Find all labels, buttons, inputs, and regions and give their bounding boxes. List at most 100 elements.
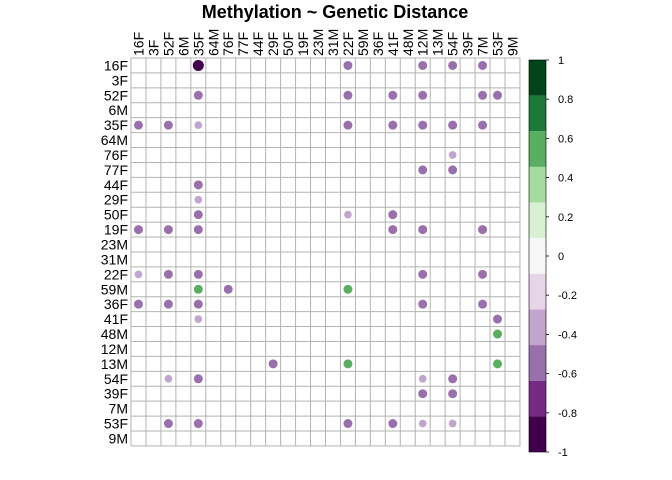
colorbar-tick-label: -0.4 xyxy=(558,329,577,341)
heatmap-cell xyxy=(417,164,428,175)
row-label: 6M xyxy=(109,102,128,118)
heatmap-cell xyxy=(133,120,144,131)
heatmap-cell xyxy=(448,419,458,429)
heatmap-cell xyxy=(193,120,203,130)
heatmap-cell xyxy=(193,314,203,324)
column-label: 12M xyxy=(415,29,431,56)
heatmap-cell xyxy=(492,90,503,101)
column-label: 64M xyxy=(205,29,221,56)
column-labels: 16F3F52F6M35F64M76F77F44F29F50F19F23M31M… xyxy=(130,29,520,56)
colorbar-tick-label: 0.6 xyxy=(558,133,573,145)
colorbar-tick-label: 0.2 xyxy=(558,212,573,224)
colorbar-segment xyxy=(529,166,546,203)
column-label: 41F xyxy=(385,32,401,56)
heatmap-cell xyxy=(417,60,428,71)
row-label: 23M xyxy=(101,237,128,253)
column-label: 9M xyxy=(504,37,520,56)
colorbar-segment xyxy=(529,131,546,167)
row-label: 36F xyxy=(104,296,128,312)
column-label: 7M xyxy=(475,37,491,56)
column-label: 13M xyxy=(430,29,446,56)
colorbar-segment xyxy=(529,345,546,381)
row-label: 31M xyxy=(101,251,128,267)
column-label: 54F xyxy=(445,32,461,56)
colorbar: 1 0.8 0.6 0.4 0.2 0 -0.2 -0.4 -0.6 -0.8 -1 xyxy=(528,55,577,459)
heatmap-cell xyxy=(492,314,503,325)
row-label: 77F xyxy=(104,162,128,178)
heatmap-cell xyxy=(477,90,488,101)
heatmap-cell xyxy=(343,210,353,220)
column-label: 16F xyxy=(130,32,146,56)
column-label: 3F xyxy=(145,40,161,56)
heatmap-cell xyxy=(387,120,398,131)
row-label: 53F xyxy=(104,416,128,432)
heatmap-cell xyxy=(193,269,204,280)
heatmap-cell xyxy=(417,224,428,235)
heatmap-cell xyxy=(193,373,204,384)
heatmap-cell xyxy=(447,373,458,384)
heatmap-cell xyxy=(342,418,354,429)
column-label: 48M xyxy=(400,29,416,56)
heatmap-cell xyxy=(447,164,458,175)
heatmap-cell xyxy=(387,224,398,235)
heatmap-cell xyxy=(417,120,428,131)
colorbar-tick-label: -0.6 xyxy=(558,369,577,381)
heatmap-cell xyxy=(387,209,398,220)
row-label: 13M xyxy=(101,356,128,372)
row-label: 7M xyxy=(109,401,128,417)
heatmap-cell xyxy=(448,150,458,160)
heatmap-cell xyxy=(387,90,398,101)
heatmap-cell xyxy=(268,358,279,369)
heatmap-cell xyxy=(417,388,428,399)
colorbar-tick-label: -0.8 xyxy=(558,408,577,420)
heatmap-cell xyxy=(342,60,354,71)
colorbar-segment xyxy=(529,238,546,274)
colorbar-tick-label: -1 xyxy=(558,447,568,459)
heatmap-cell xyxy=(193,224,204,235)
heatmap-cell xyxy=(192,59,205,72)
heatmap-cell xyxy=(163,269,174,280)
heatmap-cell xyxy=(417,90,428,101)
heatmap-cell xyxy=(477,269,488,280)
heatmap-cell xyxy=(133,299,144,310)
heatmap-cell xyxy=(447,388,458,399)
colorbar-segment xyxy=(529,60,546,96)
row-label: 41F xyxy=(104,311,128,327)
heatmap-cell xyxy=(223,284,234,295)
heatmap-cell xyxy=(447,60,458,71)
colorbar-segment xyxy=(529,273,546,310)
colorbar-segment xyxy=(529,202,546,239)
row-label: 54F xyxy=(104,371,128,387)
heatmap-cell xyxy=(492,358,503,369)
colorbar-segment xyxy=(529,95,546,132)
row-label: 35F xyxy=(104,117,128,133)
row-label: 50F xyxy=(104,207,128,223)
column-label: 77F xyxy=(235,32,251,56)
row-label: 9M xyxy=(109,430,128,446)
heatmap-cell xyxy=(193,209,204,220)
column-label: 44F xyxy=(250,32,266,56)
column-label: 36F xyxy=(370,32,386,56)
column-label: 35F xyxy=(190,32,206,56)
column-label: 53F xyxy=(490,32,506,56)
column-label: 6M xyxy=(175,37,191,56)
row-label: 39F xyxy=(104,386,128,402)
row-label: 19F xyxy=(104,222,128,238)
colorbar-segment xyxy=(529,416,546,452)
row-label: 76F xyxy=(104,147,128,163)
row-label: 22F xyxy=(104,266,128,282)
column-label: 29F xyxy=(265,32,281,56)
heatmap-grid xyxy=(130,57,521,447)
heatmap-cell xyxy=(387,418,398,429)
heatmap-cells xyxy=(133,59,503,429)
heatmap-cell xyxy=(447,120,458,131)
heatmap-cell xyxy=(193,299,204,310)
row-label: 16F xyxy=(104,57,128,73)
heatmap-cell xyxy=(417,299,428,310)
heatmap-cell xyxy=(418,374,428,384)
heatmap-cell xyxy=(477,120,488,131)
colorbar-tick-label: 1 xyxy=(558,55,564,67)
heatmap-cell xyxy=(134,269,143,279)
row-label: 3F xyxy=(112,72,128,88)
heatmap-cell xyxy=(342,284,354,295)
